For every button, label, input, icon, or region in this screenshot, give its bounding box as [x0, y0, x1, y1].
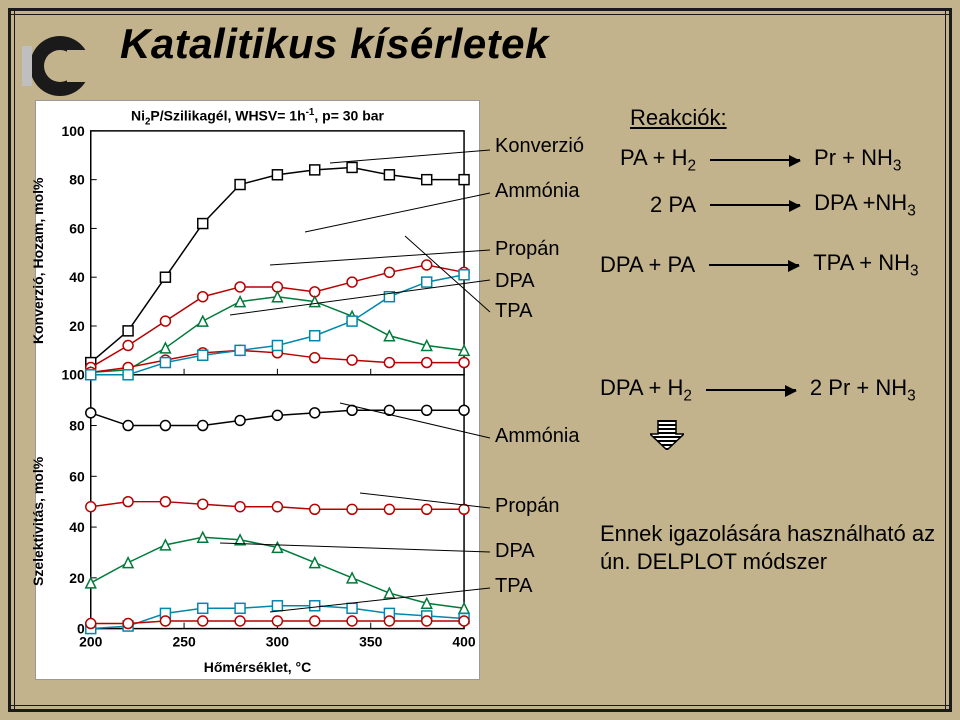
svg-text:250: 250	[172, 634, 195, 650]
reactions-title: Reakciók:	[630, 105, 727, 131]
reaction-right: DPA +NH3	[814, 190, 916, 220]
chart-canvas: 20406080100020406080100200250300350400	[36, 101, 479, 678]
svg-text:100: 100	[62, 123, 85, 139]
svg-text:400: 400	[452, 634, 475, 650]
border-line	[8, 705, 952, 706]
x-axis-label: Hőmérséklet, °C	[36, 659, 479, 675]
callout-ammonia-top: Ammónia	[495, 180, 579, 203]
reaction-row-4: DPA + H2 2 Pr + NH3	[600, 375, 916, 405]
svg-text:60: 60	[69, 220, 85, 236]
border-line	[8, 8, 11, 712]
border-line	[14, 8, 15, 712]
hatched-arrow-icon	[650, 420, 684, 450]
reaction-row-2: 2 PA DPA +NH3	[650, 190, 916, 220]
border-line	[949, 8, 952, 712]
border-line	[8, 14, 952, 15]
callout-ammonia-bot: Ammónia	[495, 425, 579, 448]
reaction-right: TPA + NH3	[813, 250, 918, 280]
callout-konverzio: Konverzió	[495, 135, 584, 158]
chart: Ni2P/Szilikagél, WHSV= 1h-1, p= 30 bar 2…	[35, 100, 480, 680]
reaction-left: DPA + H2	[600, 375, 692, 405]
callout-dpa-top: DPA	[495, 270, 535, 293]
body-text: Ennek igazolására használható az ún. DEL…	[600, 520, 940, 575]
y-axis-label-bottom: Szelektivitás, mol%	[30, 401, 50, 641]
reaction-left: DPA + PA	[600, 252, 695, 278]
border-line	[8, 8, 952, 11]
svg-text:80: 80	[69, 172, 85, 188]
svg-text:40: 40	[69, 519, 85, 535]
svg-text:200: 200	[79, 634, 102, 650]
logo-icon	[22, 26, 92, 106]
callout-tpa-top: TPA	[495, 300, 532, 323]
arrow-icon	[710, 204, 800, 206]
svg-text:300: 300	[266, 634, 289, 650]
svg-text:20: 20	[69, 570, 85, 586]
page-title: Katalitikus kísérletek	[120, 20, 549, 68]
callout-tpa-bot: TPA	[495, 575, 532, 598]
border-line	[8, 709, 952, 712]
arrow-icon	[710, 159, 800, 161]
border-line	[945, 8, 946, 712]
reaction-left: PA + H2	[620, 145, 696, 175]
reaction-row-3: DPA + PA TPA + NH3	[600, 250, 919, 280]
svg-text:20: 20	[69, 318, 85, 334]
reaction-right: 2 Pr + NH3	[810, 375, 916, 405]
svg-text:80: 80	[69, 418, 85, 434]
callout-propan-top: Propán	[495, 238, 560, 261]
arrow-icon	[709, 264, 799, 266]
reaction-right: Pr + NH3	[814, 145, 901, 175]
reaction-left: 2 PA	[650, 192, 696, 218]
svg-text:40: 40	[69, 269, 85, 285]
reaction-row-1: PA + H2 Pr + NH3	[620, 145, 901, 175]
svg-text:100: 100	[62, 367, 85, 383]
svg-text:60: 60	[69, 468, 85, 484]
callout-propan-bot: Propán	[495, 495, 560, 518]
y-axis-label-top: Konverzió, Hozam, mol%	[30, 141, 50, 381]
svg-text:350: 350	[359, 634, 382, 650]
arrow-icon	[706, 389, 796, 391]
callout-dpa-bot: DPA	[495, 540, 535, 563]
